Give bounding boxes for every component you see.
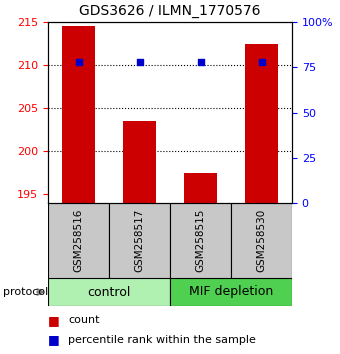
Text: count: count [68,315,100,325]
Bar [231,203,292,278]
Bar [109,203,170,278]
Text: MIF depletion: MIF depletion [189,285,273,298]
Text: GDS3626 / ILMN_1770576: GDS3626 / ILMN_1770576 [79,4,261,18]
Text: GSM258517: GSM258517 [135,209,144,272]
Text: control: control [87,285,131,298]
Text: GSM258515: GSM258515 [195,209,205,272]
Point [137,59,142,65]
Bar [48,278,170,306]
Bar [184,173,217,203]
Point [198,59,203,65]
Bar [245,44,278,203]
Point [259,59,264,65]
Point [76,59,81,65]
Bar [123,121,156,203]
Bar [170,203,231,278]
Text: ■: ■ [48,314,60,327]
Text: ■: ■ [48,333,60,346]
Bar [62,26,95,203]
Text: percentile rank within the sample: percentile rank within the sample [68,335,256,345]
Text: GSM258530: GSM258530 [256,209,267,272]
Text: GSM258516: GSM258516 [73,209,84,272]
Bar [170,278,292,306]
Text: protocol: protocol [3,287,49,297]
Bar [48,203,109,278]
